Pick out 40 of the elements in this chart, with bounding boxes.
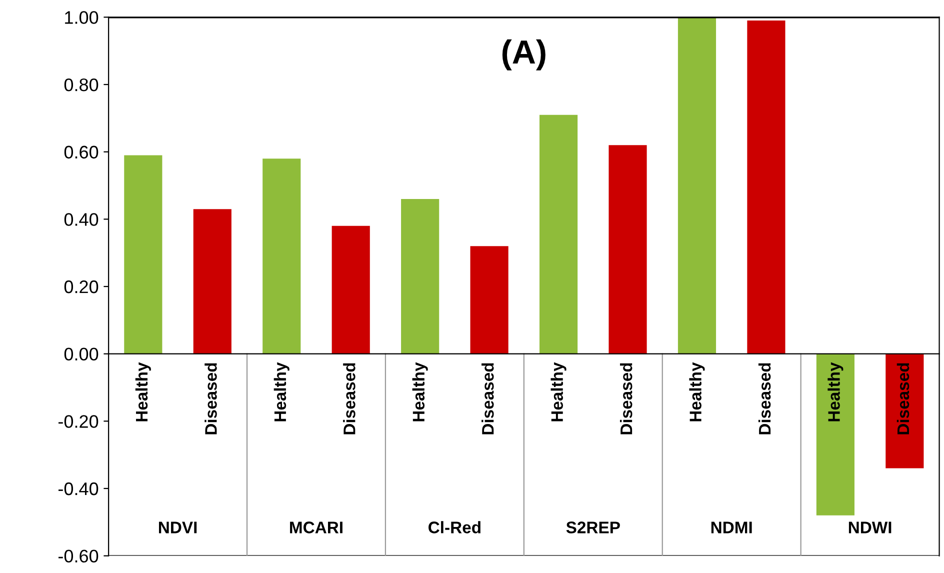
bar [608,145,647,354]
annotation: S2REP [566,522,620,534]
y-tick-label: 0.00 [64,348,98,361]
x-tick-label: Healthy [828,362,844,422]
x-tick-label: Diseased [482,363,494,434]
annotation: NDVI [158,522,197,534]
bar [678,17,716,354]
annotation: NDMI [711,522,752,534]
bar [886,354,924,468]
x-tick-label: Diseased [758,363,771,434]
y-tick-label: 1.00 [65,11,98,24]
x-tick-label: Healthy [412,362,428,422]
x-tick-label: Diseased [896,363,910,434]
text: (A) [502,39,546,70]
bar [747,20,786,354]
bar [539,114,578,354]
x-tick-label: Healthy [274,362,290,422]
x-tick-label: Healthy [689,362,705,422]
bar [262,158,301,354]
y-tick-label: 0.60 [64,146,98,159]
annotation: NDWI [848,522,892,534]
y-tick-label: -0.40 [58,482,98,496]
annotation: MCARI [290,522,342,534]
bar [401,198,440,354]
annotation: Cl-Red [428,521,480,534]
y-tick-label: -0.60 [58,550,98,563]
x-tick-label: Diseased [204,363,217,434]
bar [816,354,854,516]
x-tick-label: Healthy [135,362,151,422]
x-tick-label: Diseased [343,363,356,434]
bar [124,155,162,354]
x-tick-label: Healthy [550,362,566,422]
bar [332,226,370,354]
bar [193,209,232,354]
y-tick-label: 0.40 [64,213,98,226]
y-tick-label: 0.80 [64,78,98,92]
y-tick-label: -0.20 [58,415,98,428]
x-tick-label: Diseased [620,363,632,434]
y-tick-label: 0.20 [64,280,98,294]
bar [470,246,508,354]
